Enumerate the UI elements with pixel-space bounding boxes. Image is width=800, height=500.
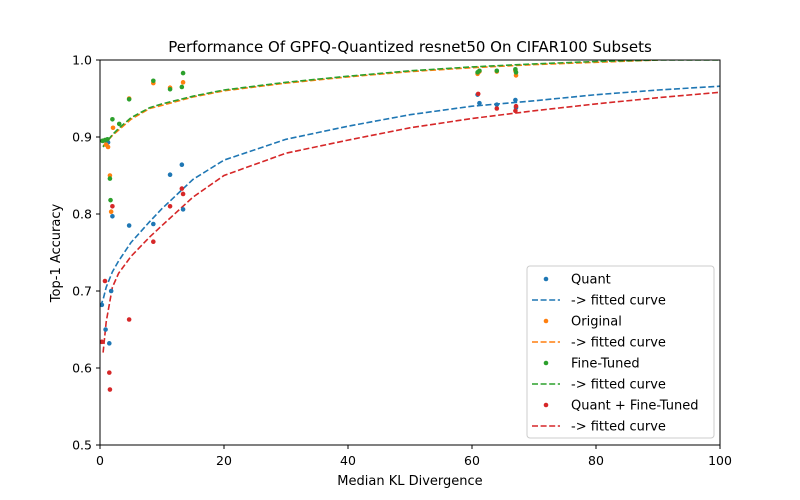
legend-label: -> fitted curve: [571, 420, 666, 435]
data-point-series-3: [108, 197, 113, 203]
data-point-series-3: [167, 86, 173, 92]
data-point-series-4: [151, 239, 156, 245]
legend-label: Fine-Tuned: [571, 357, 640, 372]
data-point-series-4: [107, 387, 113, 392]
legend-marker: [543, 276, 549, 282]
data-point-series-4: [107, 370, 112, 375]
legend-label: Quant: [571, 273, 611, 288]
data-point-series-1: [108, 288, 114, 294]
data-point-series-2: [110, 125, 116, 131]
plot-area: [100, 60, 720, 392]
data-point-series-3: [179, 84, 185, 90]
data-point-series-1: [126, 223, 132, 228]
data-point-series-3: [494, 68, 500, 74]
x-tick-label: 0: [96, 453, 104, 468]
data-point-series-4: [110, 204, 115, 209]
data-point-series-1: [513, 97, 518, 103]
y-tick-label: 1.0: [72, 53, 92, 68]
data-point-series-4: [513, 103, 519, 109]
data-point-series-3: [151, 78, 156, 84]
data-point-series-2: [105, 144, 111, 150]
data-point-series-3: [110, 116, 115, 122]
data-point-series-4: [494, 106, 500, 111]
data-point-series-1: [151, 221, 156, 227]
data-point-series-3: [513, 70, 519, 75]
x-axis-label: Median KL Divergence: [337, 474, 482, 489]
data-point-series-2: [108, 209, 114, 214]
x-tick-label: 60: [464, 453, 480, 468]
data-point-series-1: [103, 327, 108, 332]
data-point-series-1: [107, 341, 112, 346]
data-point-series-1: [167, 172, 173, 178]
legend-label: -> fitted curve: [571, 378, 666, 393]
fitted-curve-3: [102, 60, 720, 148]
y-tick-label: 0.7: [72, 284, 92, 299]
data-point-series-2: [180, 80, 186, 85]
legend-marker: [543, 360, 549, 366]
y-tick-label: 0.5: [72, 438, 92, 453]
data-point-series-1: [494, 102, 500, 107]
y-tick-label: 0.6: [72, 361, 92, 376]
data-point-series-4: [179, 186, 185, 191]
data-point-series-1: [100, 302, 105, 308]
y-tick-label: 0.8: [72, 207, 92, 222]
data-point-series-4: [513, 108, 518, 114]
data-point-series-1: [110, 214, 115, 219]
data-point-series-1: [477, 100, 482, 106]
data-point-series-3: [126, 96, 132, 102]
fitted-curve-4: [102, 91, 720, 353]
x-tick-label: 100: [708, 453, 732, 468]
data-point-series-4: [100, 339, 105, 345]
data-point-series-1: [180, 207, 186, 212]
data-point-series-3: [180, 70, 186, 76]
y-axis-label: Top-1 Accuracy: [49, 204, 64, 304]
data-point-series-4: [102, 278, 108, 284]
legend-marker: [543, 402, 549, 408]
legend-label: -> fitted curve: [571, 294, 666, 309]
data-point-series-4: [180, 191, 186, 197]
data-point-series-3: [477, 68, 482, 74]
legend-marker: [543, 318, 549, 324]
legend-label: Original: [571, 315, 622, 330]
x-tick-label: 80: [588, 453, 604, 468]
y-tick-label: 0.9: [72, 130, 92, 145]
legend-label: Quant + Fine-Tuned: [571, 399, 699, 414]
chart-title: Performance Of GPFQ-Quantized resnet50 O…: [168, 38, 652, 56]
legend-label: -> fitted curve: [571, 336, 666, 351]
plot-frame: [99, 59, 721, 446]
data-point-series-3: [105, 137, 110, 142]
legend-box: [526, 265, 715, 439]
data-point-series-4: [126, 317, 132, 322]
data-point-series-4: [167, 204, 173, 209]
data-point-series-1: [179, 162, 185, 168]
x-tick-label: 40: [340, 453, 356, 468]
x-tick-label: 20: [216, 453, 232, 468]
data-point-series-3: [107, 176, 113, 181]
data-point-series-4: [475, 91, 481, 97]
legend: Quant -> fitted curve Original -> fitted cu…: [526, 265, 715, 439]
data-point-series-3: [116, 121, 122, 127]
